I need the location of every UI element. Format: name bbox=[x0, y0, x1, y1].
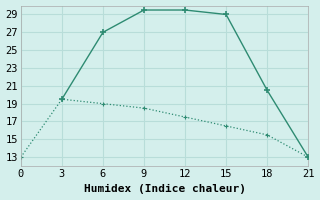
X-axis label: Humidex (Indice chaleur): Humidex (Indice chaleur) bbox=[84, 184, 245, 194]
